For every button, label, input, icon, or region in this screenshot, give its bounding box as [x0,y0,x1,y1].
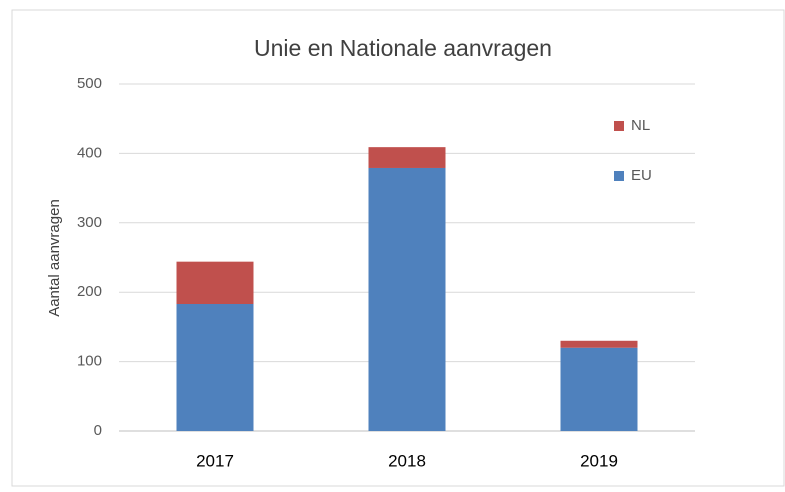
bar-segment [368,147,446,168]
y-tick-label: 500 [77,75,102,92]
legend-swatch [614,121,624,131]
y-axis-label: Aantal aanvragen [46,199,63,317]
bar-segment [560,347,638,431]
legend-label: EU [631,167,652,184]
y-tick-label: 200 [77,283,102,300]
y-tick-label: 0 [94,422,102,439]
x-tick-label: 2018 [388,451,426,470]
bar-segment [176,261,254,304]
x-tick-label: 2017 [196,451,234,470]
x-tick-label: 2019 [580,451,618,470]
bar-segment [176,303,254,431]
legend-swatch [614,171,624,181]
chart-title: Unie en Nationale aanvragen [254,35,552,61]
bar-segment [560,340,638,348]
y-tick-label: 400 [77,144,102,161]
bar-segment [368,167,446,431]
legend-label: NL [631,117,650,134]
y-tick-label: 100 [77,353,102,370]
y-tick-label: 300 [77,214,102,231]
